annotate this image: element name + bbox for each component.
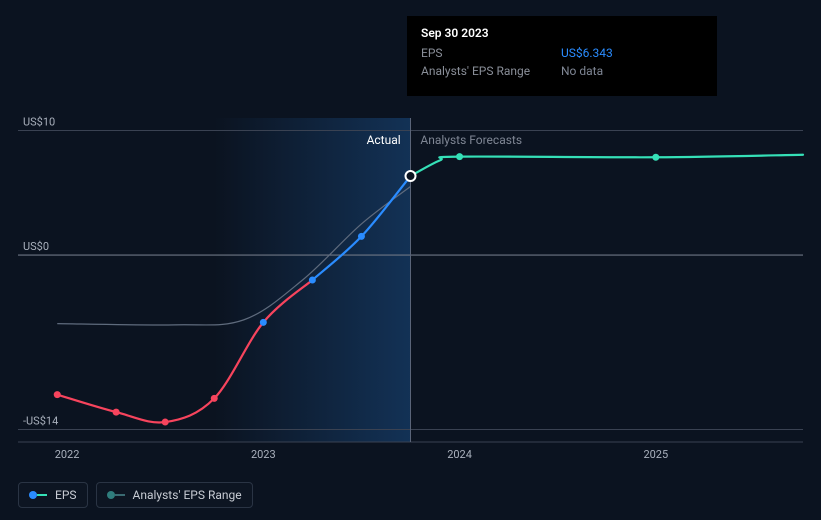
- tooltip-label: Analysts' EPS Range: [421, 64, 561, 78]
- legend-swatch: [107, 491, 125, 499]
- y-axis-label: US$10: [23, 115, 55, 128]
- legend-line-icon: [37, 494, 47, 496]
- y-axis-label: -US$14: [23, 415, 58, 428]
- eps-chart: US$10 US$0 -US$14 2022 2023 2024 2025 Sep 30 2…: [0, 0, 821, 520]
- data-point[interactable]: [309, 277, 316, 284]
- data-point[interactable]: [358, 233, 365, 240]
- x-axis-label: 2024: [447, 448, 472, 461]
- y-axis-label: US$0: [23, 240, 49, 253]
- legend-label: Analysts' EPS Range: [133, 488, 242, 502]
- tooltip-label: EPS: [421, 46, 561, 60]
- data-point[interactable]: [211, 395, 218, 402]
- data-point[interactable]: [652, 154, 659, 161]
- data-point[interactable]: [113, 409, 120, 416]
- data-point[interactable]: [456, 153, 463, 160]
- legend-dot-icon: [107, 491, 115, 499]
- x-axis-label: 2023: [251, 448, 276, 461]
- region-label-actual: Actual: [367, 133, 401, 147]
- tooltip-date: Sep 30 2023: [421, 26, 703, 40]
- x-axis-label: 2025: [643, 448, 668, 461]
- chart-tooltip: Sep 30 2023 EPSUS$6.343Analysts' EPS Ran…: [407, 16, 717, 96]
- legend-swatch: [29, 491, 47, 499]
- tooltip-row: Analysts' EPS RangeNo data: [421, 64, 703, 78]
- legend-dot-icon: [29, 491, 37, 499]
- data-point[interactable]: [162, 419, 169, 426]
- tooltip-value: US$6.343: [561, 46, 613, 60]
- data-point[interactable]: [260, 319, 267, 326]
- tooltip-value: No data: [561, 64, 603, 78]
- legend-item-eps[interactable]: EPS: [18, 482, 88, 508]
- region-label-forecast: Analysts Forecasts: [420, 133, 522, 147]
- legend-label: EPS: [55, 488, 77, 502]
- legend-item-range[interactable]: Analysts' EPS Range: [96, 482, 253, 508]
- chart-legend: EPS Analysts' EPS Range: [18, 482, 253, 508]
- data-point[interactable]: [54, 391, 61, 398]
- legend-line-icon: [115, 494, 125, 496]
- tooltip-row: EPSUS$6.343: [421, 46, 703, 60]
- x-axis-label: 2022: [55, 448, 80, 461]
- data-point[interactable]: [406, 171, 416, 181]
